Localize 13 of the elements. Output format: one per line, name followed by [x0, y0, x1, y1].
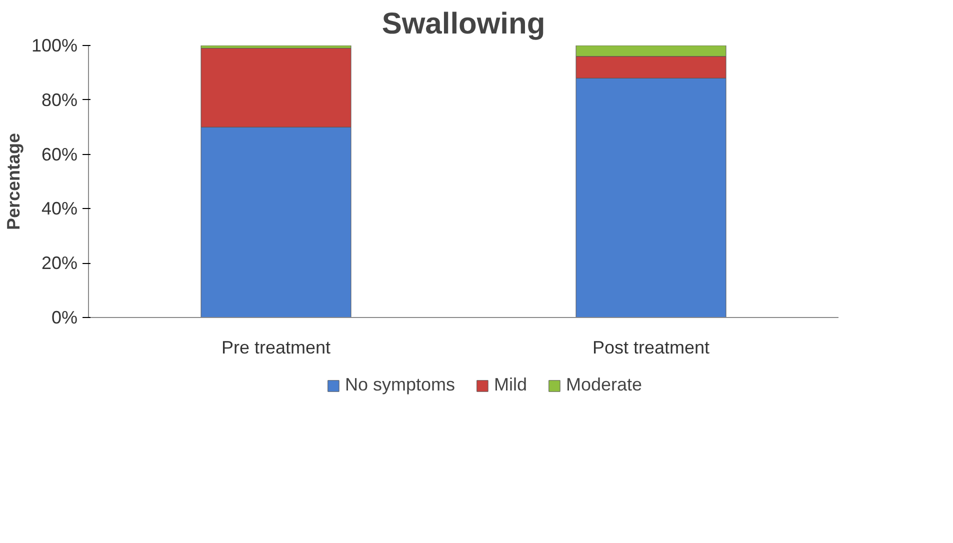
y-tick-label: 60% — [41, 144, 78, 164]
legend-label: Mild — [494, 374, 527, 396]
y-tick-label: 100% — [31, 36, 78, 56]
x-tick-label: Post treatment — [592, 338, 710, 358]
y-tick-label: 0% — [51, 308, 78, 328]
legend-label: No symptoms — [344, 374, 455, 396]
y-tick-label: 20% — [41, 253, 78, 274]
chart-title: Swallowing — [382, 8, 546, 40]
y-axis-title: Percentage — [3, 132, 24, 230]
legend-label: Moderate — [566, 374, 642, 396]
x-tick-label: Pre treatment — [221, 338, 331, 358]
y-tick-label: 80% — [41, 90, 78, 110]
y-tick-label: 40% — [41, 198, 78, 219]
